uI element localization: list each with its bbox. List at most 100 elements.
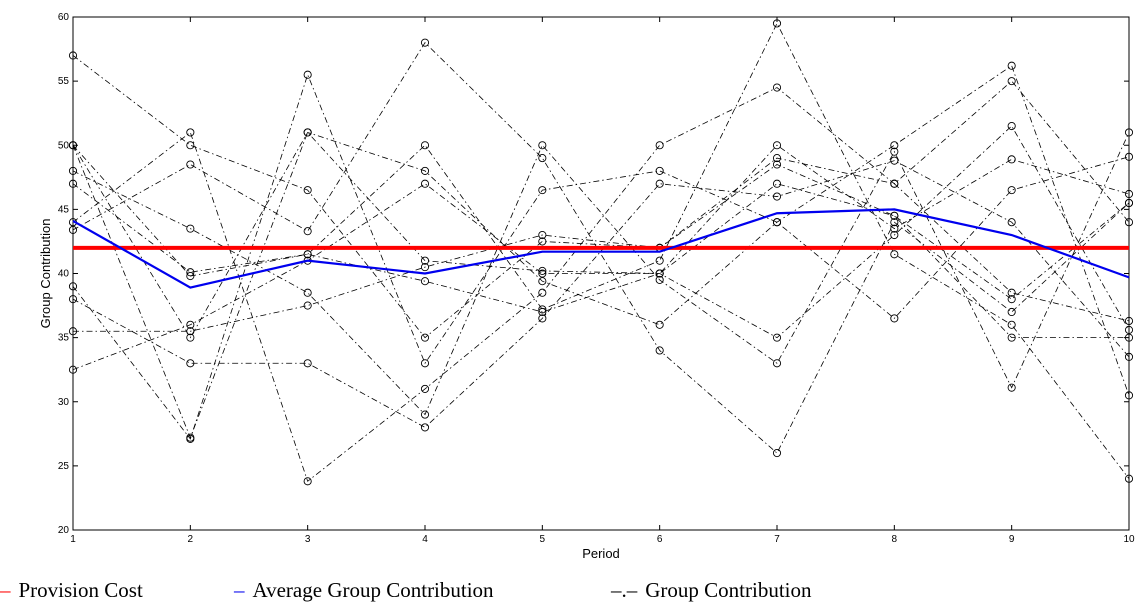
group-contribution-point: [538, 277, 547, 286]
legend-item-average-group-contribution: – Average Group Contribution: [234, 578, 494, 603]
average-group-contribution-line: [72, 208, 1130, 289]
x-tick-label: 4: [422, 534, 428, 545]
group-contribution-point: [420, 38, 430, 47]
group-contribution-point: [538, 269, 547, 278]
group-contribution-point: [1007, 121, 1016, 131]
x-tick-label: 2: [188, 534, 194, 545]
group-contribution-point: [303, 301, 312, 310]
group-contribution-point: [772, 141, 782, 150]
group-contribution-point: [68, 179, 78, 188]
legend-item-provision-cost: – Provision Cost: [0, 578, 143, 603]
group-contribution-point: [68, 327, 78, 336]
group-contribution-point: [420, 263, 430, 272]
group-contribution-point: [303, 250, 312, 259]
legend: – Provision Cost – Average Group Contribut…: [0, 578, 1136, 606]
group-contribution-point: [538, 314, 547, 323]
group-contribution-line-12: [72, 144, 1130, 313]
group-contribution-point: [655, 256, 664, 265]
group-contribution-point: [420, 141, 430, 150]
group-contribution-point: [186, 160, 195, 169]
group-contribution-point: [303, 128, 312, 137]
x-tick-label: 10: [1123, 534, 1135, 545]
group-contribution-point: [655, 346, 664, 355]
x-tick-label: 5: [540, 534, 546, 545]
group-contribution-point: [538, 307, 547, 317]
group-contribution-point: [303, 477, 312, 486]
group-contribution-point: [420, 166, 430, 175]
group-contribution-point: [1124, 391, 1134, 400]
group-contribution-series-layer: [72, 22, 1130, 482]
group-contribution-point: [772, 179, 782, 188]
group-contribution-point: [420, 423, 430, 432]
group-contribution-point: [420, 333, 430, 342]
group-contribution-point: [890, 179, 899, 188]
group-contribution-point: [68, 166, 78, 175]
group-contribution-point: [1007, 288, 1016, 297]
group-contribution-point: [420, 359, 430, 368]
group-contribution-point: [68, 282, 78, 291]
group-contribution-point: [420, 384, 430, 393]
y-tick-label: 50: [58, 140, 70, 151]
y-tick-label: 55: [58, 76, 70, 87]
group-contribution-point: [890, 314, 899, 323]
group-contribution-point: [772, 218, 782, 227]
group-contribution-point: [1007, 307, 1016, 317]
group-contribution-point: [772, 192, 782, 201]
x-axis-label: Period: [582, 546, 620, 561]
legend-label-provision-cost: Provision Cost: [18, 578, 143, 602]
group-contribution-point: [420, 410, 430, 419]
group-contribution-point: [1007, 383, 1016, 392]
x-tick-label: 7: [774, 534, 780, 545]
group-contribution-point: [420, 179, 430, 188]
y-tick-label: 20: [58, 525, 70, 536]
group-contribution-point: [303, 359, 312, 368]
group-contribution-point: [890, 218, 899, 227]
y-tick-label: 45: [58, 204, 70, 215]
y-tick-label: 40: [58, 269, 70, 280]
group-contribution-point: [655, 275, 664, 284]
group-contribution-line-1: [72, 55, 1130, 339]
x-tick-label: 1: [70, 534, 76, 545]
group-contribution-markers-layer: [68, 19, 1134, 486]
group-contribution-point: [1124, 218, 1134, 227]
group-contribution-point: [1124, 352, 1134, 361]
group-contribution-point: [68, 225, 78, 234]
group-contribution-point: [538, 266, 547, 275]
group-contribution-point: [890, 224, 899, 233]
group-contribution-point: [655, 179, 664, 188]
group-contribution-point: [1124, 316, 1134, 326]
group-contribution-point: [1124, 152, 1134, 161]
group-contribution-point: [890, 147, 899, 156]
x-tick-label: 3: [305, 534, 311, 545]
group-contribution-line-4: [72, 22, 1130, 479]
legend-label-group-contribution: Group Contribution: [645, 578, 812, 602]
group-contribution-point: [1124, 325, 1134, 334]
group-contribution-point: [1124, 198, 1134, 208]
group-contribution-point: [186, 333, 195, 342]
group-contribution-point: [186, 272, 195, 281]
group-contribution-point: [772, 154, 782, 163]
group-contribution-point: [890, 211, 899, 220]
legend-item-group-contribution: –.– Group Contribution: [611, 578, 812, 603]
group-contribution-point: [1007, 155, 1016, 164]
y-tick-label: 30: [58, 397, 70, 408]
group-contribution-point: [303, 288, 312, 297]
legend-symbol-provision-cost: –: [0, 578, 11, 602]
legend-label-average-group-contribution: Average Group Contribution: [252, 578, 494, 602]
x-tick-label: 9: [1009, 534, 1015, 545]
group-contribution-point: [890, 250, 899, 259]
legend-symbol-average-group-contribution: –: [234, 578, 245, 602]
group-contribution-line-8: [72, 160, 1130, 428]
group-contribution-point: [1007, 186, 1016, 195]
group-contribution-point: [186, 433, 195, 442]
group-contribution-point: [772, 448, 782, 458]
y-tick-label: 25: [58, 461, 70, 472]
group-contribution-point: [538, 288, 547, 297]
group-contribution-point: [538, 237, 547, 246]
group-contribution-point: [1124, 474, 1134, 483]
group-contribution-point: [772, 333, 782, 342]
group-contribution-point: [303, 186, 312, 195]
group-contribution-point: [655, 269, 664, 278]
average-contribution-layer: [72, 208, 1130, 289]
